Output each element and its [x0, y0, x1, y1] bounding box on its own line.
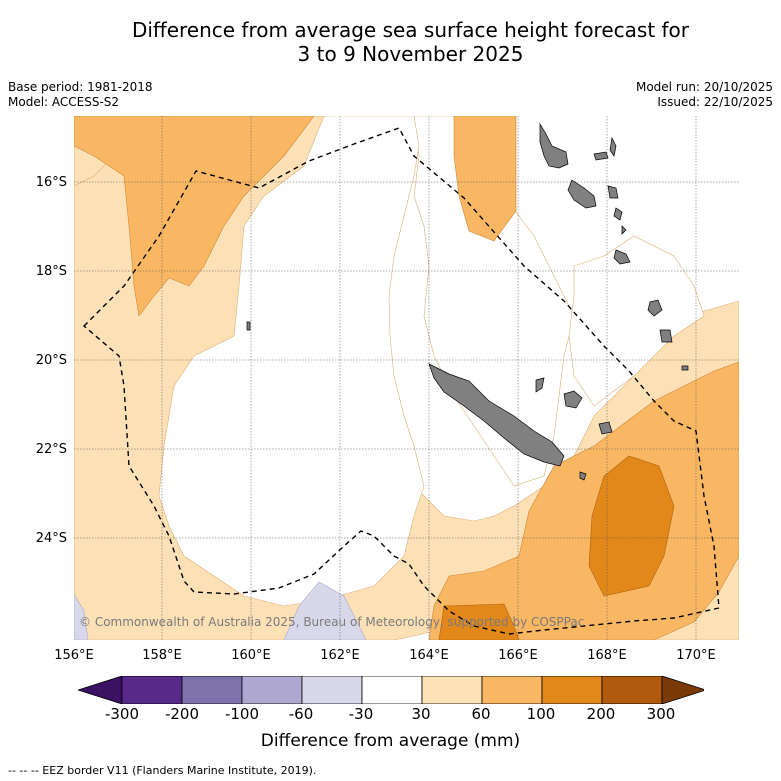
issued-date: Issued: 22/10/2025 [657, 95, 773, 109]
contour-mid-orange [74, 116, 739, 640]
lon-label-158E: 158°E [142, 648, 182, 663]
colorbar-tick: -100 [224, 705, 260, 723]
colorbar-segment [361, 676, 423, 704]
colorbar-tick: 30 [411, 705, 431, 723]
gridlines [74, 116, 739, 640]
model-run: Model run: 20/10/2025 [635, 80, 773, 94]
colorbar-segment [301, 676, 363, 704]
colorbar-segment [121, 676, 183, 704]
vanuatu-island-b [609, 136, 617, 157]
colorbar-tick: -200 [164, 705, 200, 723]
lat-label-18S: 18°S [35, 264, 67, 279]
islet-3 [246, 321, 251, 331]
forecast-map [74, 116, 739, 640]
vanuatu-island-c [607, 185, 619, 199]
title-line-2: 3 to 9 November 2025 [297, 42, 524, 66]
lat-label-16S: 16°S [35, 175, 67, 190]
contour-white-core [158, 116, 705, 607]
colorbar-tick: 200 [586, 705, 616, 723]
colorbar-tick: -300 [104, 705, 140, 723]
colorbar-segment [181, 676, 243, 704]
colorbar-segment [241, 676, 303, 704]
meta-right: Model run: 20/10/2025 Issued: 22/10/2025 [636, 80, 773, 110]
lon-label-156E: 156°E [54, 648, 94, 663]
loyalty-island-3 [535, 377, 545, 393]
fiji-island-1 [647, 299, 663, 317]
colorbar-label: Difference from average (mm) [0, 731, 781, 751]
colorbar-segment [421, 676, 483, 704]
lat-label-22S: 22°S [35, 442, 67, 457]
colorbar-extend-low [78, 676, 123, 704]
lon-label-162E: 162°E [320, 648, 360, 663]
map-title: Difference from average sea surface heig… [0, 18, 781, 66]
colorbar-tick: 100 [526, 705, 556, 723]
lat-label-20S: 20°S [35, 353, 67, 368]
colorbar-label-text: Difference from average (mm) [260, 731, 521, 751]
lon-label-170E: 170°E [676, 648, 716, 663]
vanuatu-island-d [613, 207, 623, 221]
colorbar-tick: -60 [288, 705, 314, 723]
vanuatu-malekula [567, 179, 597, 209]
colorbar-segment [541, 676, 603, 704]
lon-label-164E: 164°E [409, 648, 449, 663]
meta-left: Base period: 1981-2018 Model: ACCESS-S2 [8, 80, 153, 110]
base-period: Base period: 1981-2018 [8, 80, 153, 94]
lon-label-160E: 160°E [231, 648, 271, 663]
colorbar-extend-high [661, 676, 704, 704]
colorbar-tick: 300 [646, 705, 676, 723]
vanuatu-island-e [621, 225, 627, 235]
colorbar-tick: 60 [471, 705, 491, 723]
eez-legend: -- -- -- EEZ border V11 (Flanders Marine… [8, 764, 317, 777]
fiji-island-2 [659, 329, 673, 343]
land-masses [246, 122, 689, 481]
lat-label-24S: 24°S [35, 531, 67, 546]
loyalty-island-2 [598, 421, 613, 435]
vanuatu-island-a [593, 151, 609, 161]
vanuatu-efate [613, 249, 631, 265]
loyalty-island-1 [563, 390, 583, 409]
vanuatu-espiritu-santo [539, 122, 569, 169]
lon-label-168E: 168°E [587, 648, 627, 663]
islet-1 [681, 365, 689, 371]
copyright-notice: © Commonwealth of Australia 2025, Bureau… [79, 615, 585, 629]
colorbar [78, 676, 704, 704]
title-line-1: Difference from average sea surface heig… [131, 18, 690, 42]
model-name: Model: ACCESS-S2 [8, 95, 120, 109]
contour-dark-orange [438, 455, 675, 640]
colorbar-segment [481, 676, 543, 704]
lon-label-166E: 166°E [498, 648, 538, 663]
colorbar-tick: -30 [348, 705, 374, 723]
eez-border [82, 127, 720, 635]
contour-lavender [74, 581, 367, 640]
new-caledonia [428, 363, 565, 467]
islet-2 [579, 471, 587, 481]
colorbar-segment [601, 676, 663, 704]
